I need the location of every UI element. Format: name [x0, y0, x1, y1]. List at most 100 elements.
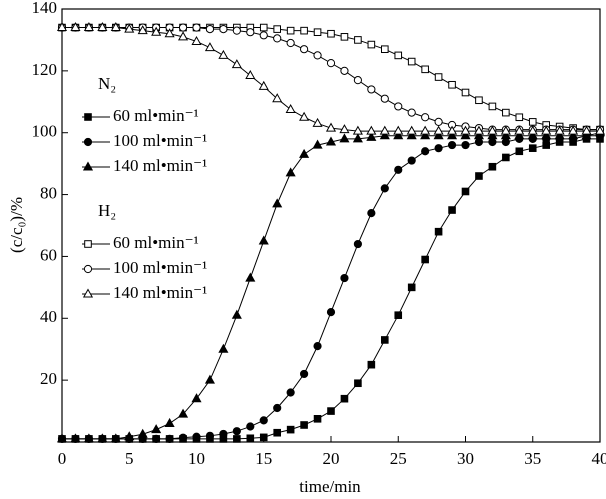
marker	[110, 22, 121, 32]
marker	[286, 38, 295, 48]
x-tick-label: 40	[592, 449, 606, 468]
marker	[473, 130, 485, 140]
marker	[353, 239, 362, 249]
legend-marker	[82, 161, 94, 171]
marker	[273, 34, 282, 43]
marker	[97, 433, 108, 443]
marker	[258, 235, 269, 245]
marker	[433, 130, 444, 140]
marker	[447, 140, 457, 150]
marker	[124, 23, 135, 33]
marker	[594, 125, 606, 135]
marker	[205, 431, 215, 440]
marker	[502, 108, 510, 117]
marker	[124, 431, 135, 441]
marker	[394, 102, 403, 111]
marker	[367, 85, 376, 94]
marker	[474, 137, 484, 147]
marker	[354, 379, 362, 388]
marker	[421, 65, 429, 74]
marker	[300, 369, 309, 379]
marker	[354, 36, 362, 44]
marker	[340, 66, 349, 75]
marker	[191, 35, 202, 45]
marker	[568, 125, 579, 135]
marker	[246, 422, 255, 431]
marker	[527, 130, 538, 140]
marker	[501, 137, 510, 147]
marker	[259, 433, 268, 442]
x-tick-label: 5	[125, 449, 134, 468]
y-tick-label: 80	[40, 183, 57, 202]
legend-marker	[84, 113, 92, 121]
marker	[407, 283, 416, 292]
x-tick-label: 35	[524, 449, 541, 468]
marker	[165, 434, 174, 444]
marker	[285, 167, 296, 177]
marker	[488, 137, 497, 147]
marker	[231, 309, 242, 319]
marker	[258, 80, 269, 90]
marker	[313, 28, 322, 36]
marker	[340, 394, 349, 403]
marker	[421, 113, 430, 122]
marker	[407, 108, 416, 117]
marker	[406, 130, 417, 140]
marker	[97, 22, 108, 32]
marker	[177, 31, 189, 41]
marker	[192, 23, 201, 32]
marker	[394, 311, 403, 319]
legend-marker	[83, 137, 93, 147]
marker	[488, 162, 497, 171]
marker	[448, 206, 456, 214]
marker	[527, 125, 538, 135]
marker	[56, 433, 68, 443]
marker	[379, 125, 390, 135]
x-tick-label: 0	[58, 449, 67, 468]
legend-label: 140 ml•min⁻¹	[113, 156, 207, 175]
plot-frame	[61, 8, 601, 443]
marker	[70, 433, 81, 443]
marker	[232, 427, 241, 436]
y-tick-label: 120	[32, 60, 58, 79]
marker	[245, 69, 256, 79]
marker	[232, 26, 241, 35]
marker	[272, 198, 283, 208]
marker	[300, 45, 309, 54]
marker	[433, 125, 444, 135]
marker	[313, 51, 322, 60]
marker	[473, 125, 485, 135]
marker	[461, 140, 470, 150]
marker	[541, 130, 552, 140]
marker	[164, 28, 175, 38]
x-tick-label: 25	[390, 449, 407, 468]
marker	[475, 172, 483, 180]
marker	[137, 428, 148, 438]
marker	[233, 435, 241, 443]
legend-label: 60 ml•min⁻¹	[113, 233, 199, 252]
marker	[340, 273, 349, 283]
marker	[394, 165, 403, 174]
x-tick-label: 20	[323, 449, 340, 468]
marker	[137, 25, 148, 35]
marker	[393, 125, 404, 135]
marker	[259, 31, 268, 40]
marker	[541, 125, 552, 135]
marker	[204, 374, 216, 384]
marker	[407, 156, 416, 165]
marker	[554, 130, 565, 140]
marker	[475, 96, 483, 105]
marker	[353, 76, 362, 85]
marker	[205, 25, 215, 34]
marker	[285, 103, 296, 114]
marker	[218, 343, 229, 353]
marker	[581, 130, 592, 140]
marker	[407, 57, 416, 66]
marker	[325, 136, 337, 146]
marker	[326, 308, 336, 317]
marker	[299, 111, 310, 121]
marker	[178, 23, 188, 32]
marker	[420, 130, 431, 140]
marker	[502, 153, 510, 162]
